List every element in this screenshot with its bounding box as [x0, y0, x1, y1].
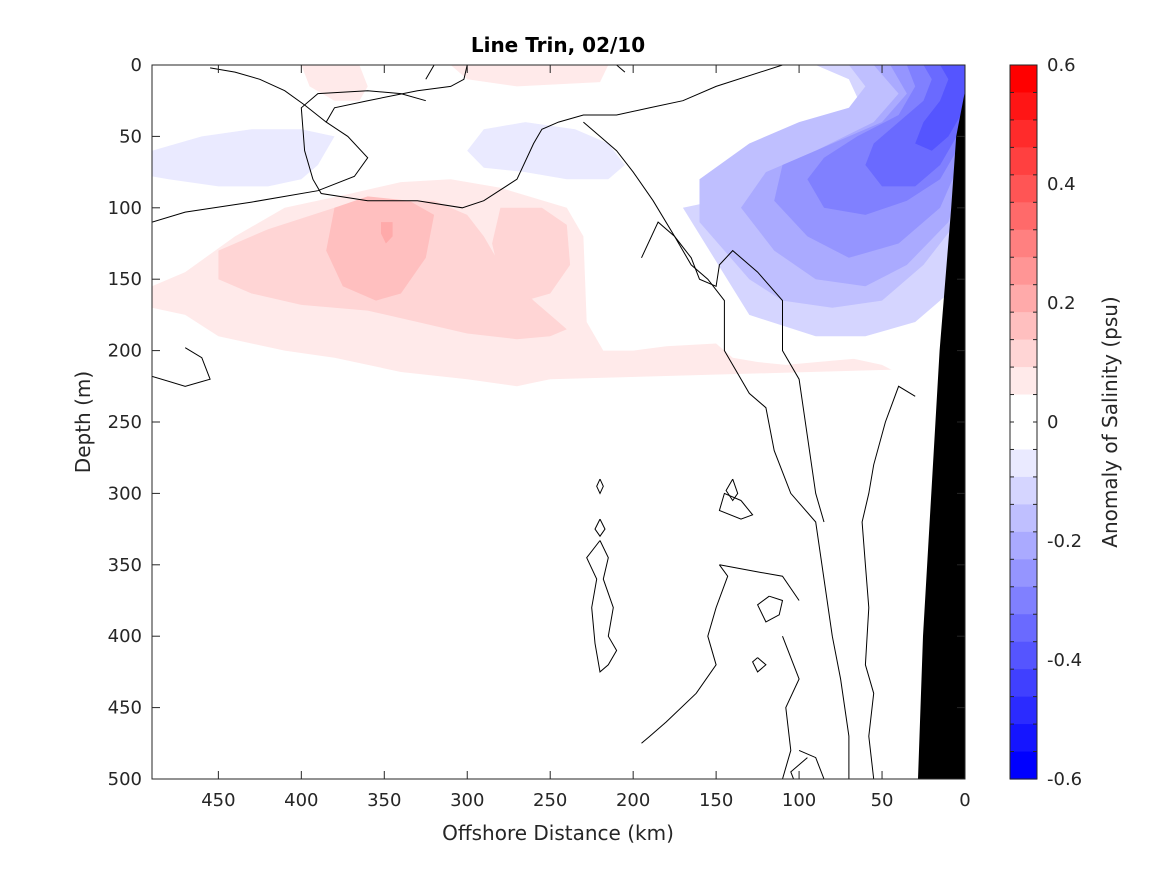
anomaly-region-8: [152, 129, 335, 187]
colorbar-swatch: [1010, 147, 1037, 176]
colorbar: 0.6 0.4 0.2 0 -0.2 -0.4 -0.6: [1009, 55, 1082, 790]
colorbar-tick-label: -0.4: [1047, 650, 1082, 671]
y-tick-label: 150: [108, 269, 142, 290]
colorbar-swatch: [1010, 751, 1037, 780]
colorbar-swatch: [1010, 696, 1037, 725]
zero-contour-2: [210, 67, 327, 123]
x-axis-label: Offshore Distance (km): [442, 821, 674, 845]
y-tick-label: 100: [108, 198, 142, 219]
anomaly-region-3: [326, 196, 435, 301]
anomaly-regions: [152, 65, 965, 387]
y-tick-label: 50: [119, 126, 142, 147]
zero-contour-9: [594, 518, 606, 538]
colorbar-swatch: [1010, 174, 1037, 203]
y-axis-label: Depth (m): [71, 371, 95, 473]
chart-title: Line Trin, 02/10: [471, 33, 645, 57]
colorbar-tick-label: 0: [1047, 412, 1058, 433]
colorbar-swatch: [1010, 559, 1037, 588]
zero-contour-16: [756, 595, 784, 623]
y-tick-label: 0: [131, 55, 142, 76]
x-tick-label: 250: [533, 790, 567, 811]
zero-contour-12: [718, 492, 754, 520]
colorbar-swatch: [1010, 586, 1037, 615]
zero-contour-19: [861, 385, 916, 779]
colorbar-swatch: [1010, 229, 1037, 258]
anomaly-region-6: [450, 65, 609, 87]
colorbar-tick-label: -0.2: [1047, 531, 1082, 552]
land-mask: [917, 93, 965, 779]
colorbar-swatch: [1010, 284, 1037, 313]
zero-contour-0: [152, 65, 468, 223]
land-mask-layer: [917, 93, 965, 779]
colorbar-swatch: [1010, 504, 1037, 533]
colorbar-swatch: [1010, 92, 1037, 121]
anomaly-region-16: [915, 65, 965, 151]
colorbar-tick-label: 0.6: [1047, 55, 1076, 76]
colorbar-swatch: [1010, 476, 1037, 505]
colorbar-swatch: [1010, 641, 1037, 670]
y-tick-label: 450: [108, 698, 142, 719]
x-tick-label: 400: [284, 790, 318, 811]
colorbar-swatch: [1010, 312, 1037, 341]
zero-contour-21: [798, 749, 825, 779]
zero-contour-10: [586, 540, 618, 673]
colorbar-swatch: [1010, 724, 1037, 753]
colorbar-swatch: [1010, 422, 1037, 451]
zero-contour-7: [152, 347, 211, 387]
x-tick-label: 450: [201, 790, 235, 811]
colorbar-swatch: [1010, 339, 1037, 368]
colorbar-tick-label: 0.4: [1047, 174, 1076, 195]
y-tick-label: 250: [108, 412, 142, 433]
plot-area: [152, 65, 965, 779]
anomaly-region-9: [467, 122, 625, 180]
colorbar-frame: [1009, 64, 1038, 780]
colorbar-swatch: [1010, 119, 1037, 148]
colorbar-swatch: [1010, 65, 1037, 94]
colorbar-tick-label: -0.6: [1047, 769, 1082, 790]
y-tick-label: 200: [108, 341, 142, 362]
zero-contour-3: [616, 65, 626, 73]
zero-contour-6: [641, 221, 825, 523]
zero-contour-4: [300, 65, 783, 209]
anomaly-region-4: [381, 222, 393, 244]
zero-contour-8: [596, 478, 604, 495]
zero-contour-11: [725, 478, 739, 502]
colorbar-swatch: [1010, 394, 1037, 423]
zero-contour-17: [751, 657, 767, 673]
axis-ticks: 450 400 350 300 250 200 150 100 50 00501001502002…: [108, 55, 971, 811]
x-tick-label: 50: [871, 790, 894, 811]
zero-contour-20: [790, 757, 808, 779]
x-tick-label: 100: [782, 790, 816, 811]
x-tick-label: 0: [959, 790, 970, 811]
x-tick-label: 350: [367, 790, 401, 811]
colorbar-tick-label: 0.2: [1047, 293, 1076, 314]
zero-contour-15: [719, 564, 800, 601]
zero-contour-14: [641, 564, 729, 744]
x-tick-label: 150: [699, 790, 733, 811]
colorbar-swatch: [1010, 669, 1037, 698]
colorbar-label: Anomaly of Salinity (psu): [1098, 296, 1122, 547]
y-tick-label: 400: [108, 626, 142, 647]
y-tick-label: 350: [108, 555, 142, 576]
colorbar-swatch: [1010, 614, 1037, 643]
y-tick-label: 300: [108, 483, 142, 504]
zero-contour-5: [583, 121, 850, 779]
zero-contour-18: [782, 636, 800, 779]
colorbar-swatch: [1010, 449, 1037, 478]
y-tick-label: 500: [108, 769, 142, 790]
colorbar-swatch: [1010, 531, 1037, 560]
zero-contours: [152, 65, 916, 779]
x-tick-label: 200: [616, 790, 650, 811]
colorbar-swatch: [1010, 202, 1037, 231]
x-tick-label: 300: [450, 790, 484, 811]
zero-contour-1: [425, 65, 435, 80]
anomaly-region-15: [865, 65, 965, 187]
colorbar-swatch: [1010, 367, 1037, 396]
anomaly-region-2: [492, 207, 571, 301]
colorbar-swatch: [1010, 257, 1037, 286]
